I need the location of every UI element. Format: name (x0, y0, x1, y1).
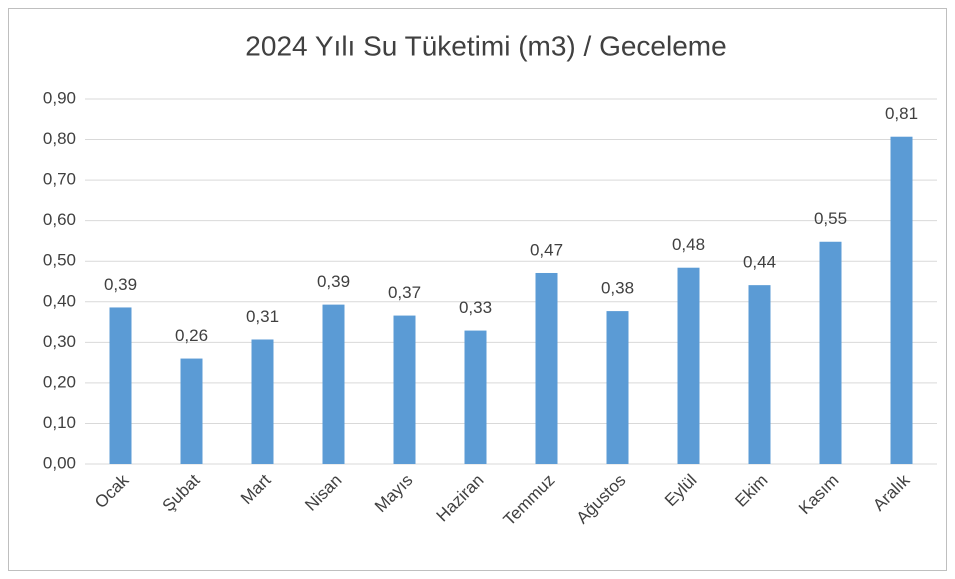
y-tick-label: 0,80 (43, 129, 76, 148)
bar (464, 330, 487, 464)
data-label: 0,31 (246, 307, 279, 326)
data-label: 0,26 (175, 326, 208, 345)
bar (251, 339, 274, 464)
data-label: 0,44 (743, 253, 776, 272)
y-tick-label: 0,70 (43, 170, 76, 189)
data-label: 0,55 (814, 209, 847, 228)
data-label: 0,81 (885, 104, 918, 123)
bar (322, 304, 345, 464)
y-tick-label: 0,50 (43, 251, 76, 270)
data-label: 0,47 (530, 240, 563, 259)
bar (890, 136, 913, 464)
y-tick-label: 0,30 (43, 332, 76, 351)
y-tick-label: 0,00 (43, 453, 76, 472)
bar (393, 315, 416, 464)
y-tick-label: 0,60 (43, 210, 76, 229)
bar (535, 272, 558, 464)
bar (819, 241, 842, 464)
bar (677, 267, 700, 464)
data-label: 0,39 (317, 272, 350, 291)
y-tick-label: 0,40 (43, 291, 76, 310)
chart-title: 2024 Yılı Su Tüketimi (m3) / Geceleme (245, 30, 726, 61)
bar (180, 358, 203, 464)
bar (109, 307, 132, 464)
bar (606, 311, 629, 464)
data-label: 0,33 (459, 298, 492, 317)
data-label: 0,37 (388, 283, 421, 302)
bar (748, 285, 771, 464)
y-tick-label: 0,10 (43, 413, 76, 432)
data-label: 0,48 (672, 235, 705, 254)
data-label: 0,38 (601, 279, 634, 298)
y-tick-label: 0,20 (43, 372, 76, 391)
chart-border (8, 8, 947, 571)
data-label: 0,39 (104, 275, 137, 294)
y-tick-label: 0,90 (43, 88, 76, 107)
